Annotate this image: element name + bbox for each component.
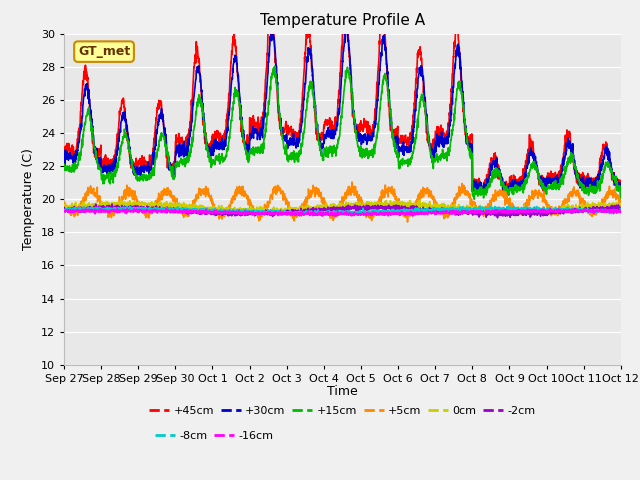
X-axis label: Time: Time: [327, 385, 358, 398]
Title: Temperature Profile A: Temperature Profile A: [260, 13, 425, 28]
Legend: -8cm, -16cm: -8cm, -16cm: [150, 426, 278, 445]
Y-axis label: Temperature (C): Temperature (C): [22, 148, 35, 250]
Text: GT_met: GT_met: [78, 45, 130, 58]
